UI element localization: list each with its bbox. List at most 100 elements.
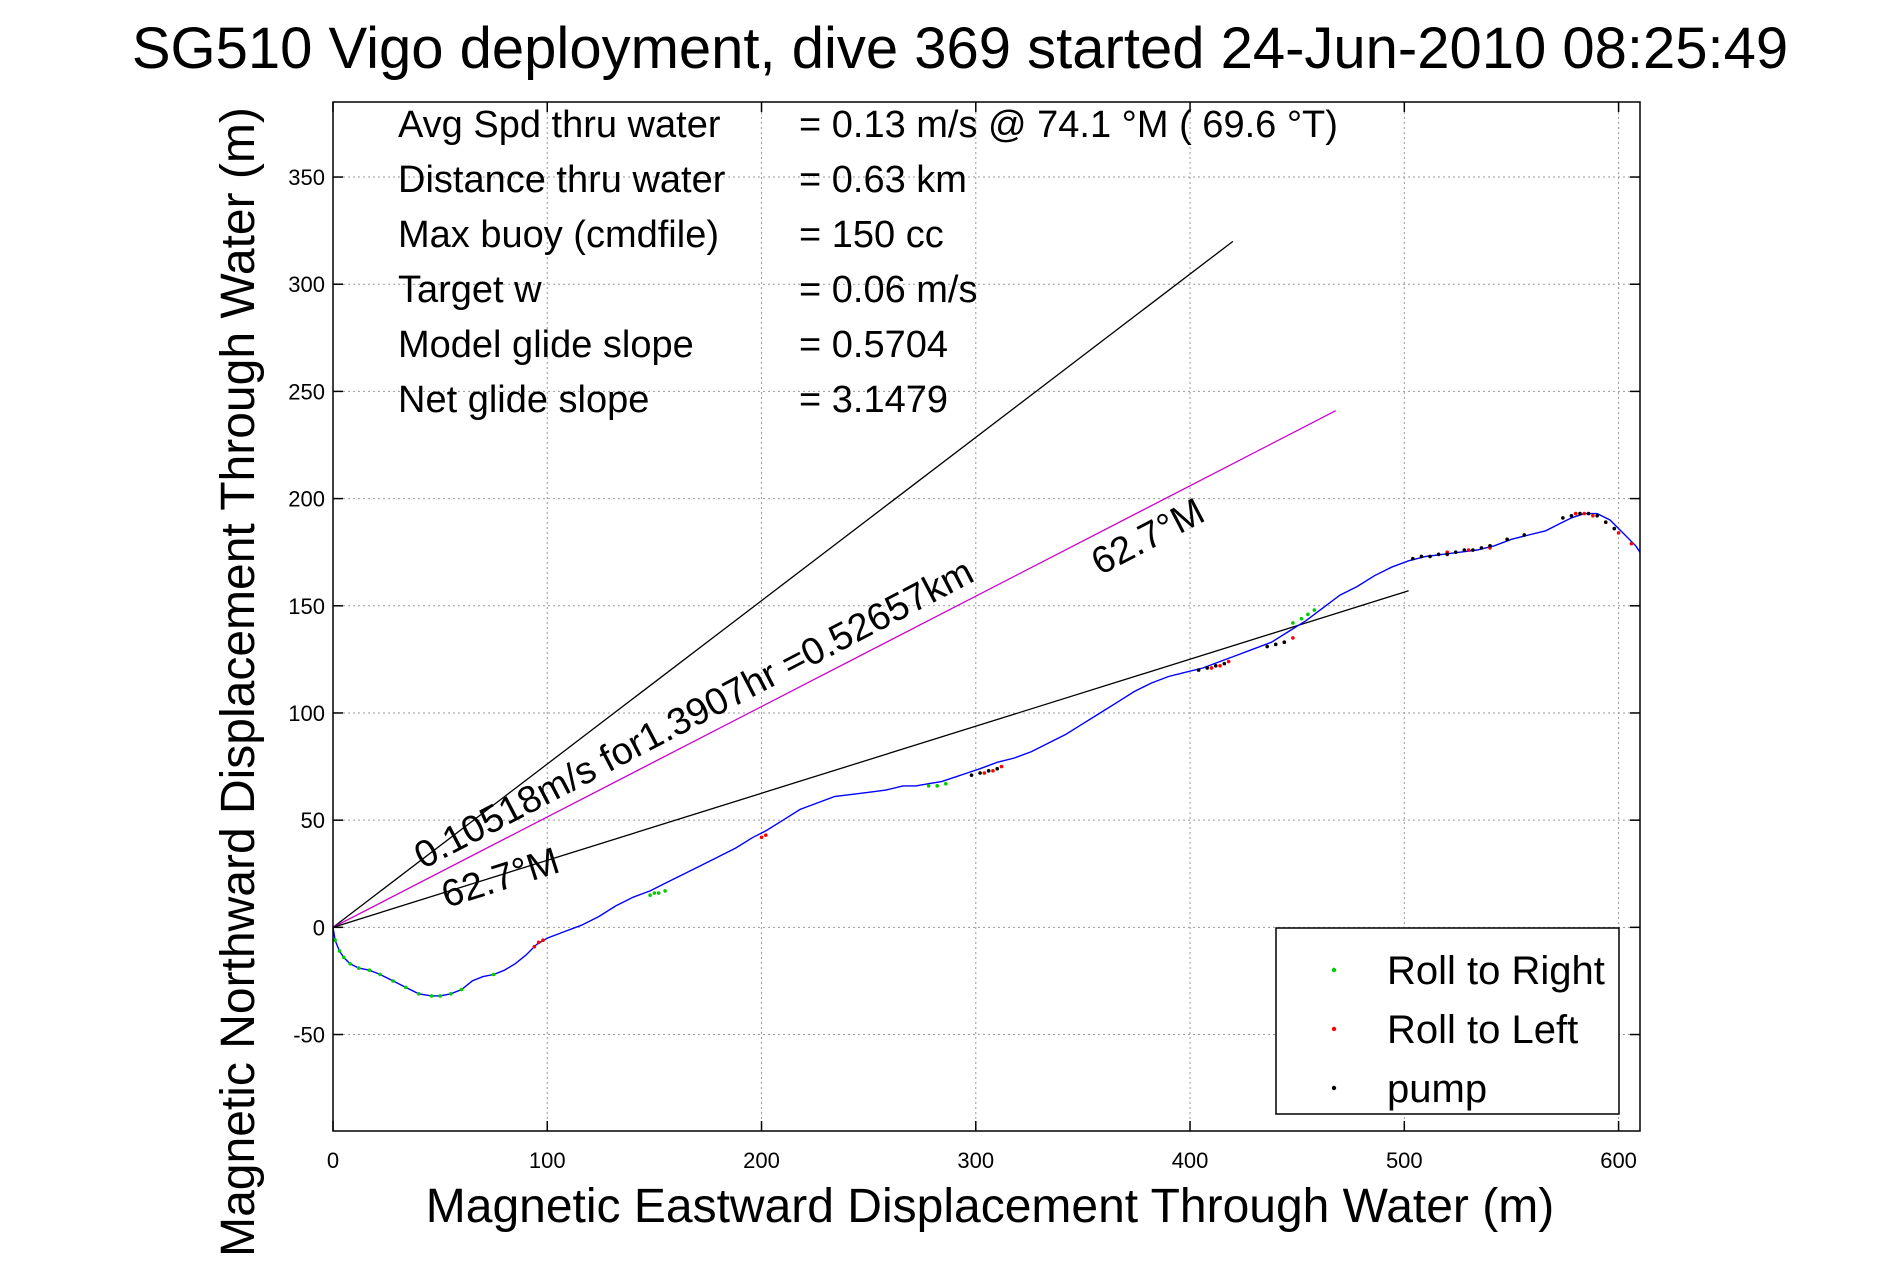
pump-point: [1505, 537, 1509, 542]
roll-to-right-point: [367, 968, 372, 973]
x-tick-label: 400: [1172, 1148, 1209, 1173]
track-line: [332, 512, 1641, 997]
x-tick-label: 300: [957, 1148, 994, 1173]
roll-to-left-point: [1629, 541, 1634, 546]
legend-label: Roll to Right: [1387, 949, 1605, 993]
roll-to-left-point: [982, 771, 987, 775]
y-tick-label: 200: [288, 487, 325, 512]
stat-label: Avg Spd thru water: [398, 104, 721, 146]
roll-to-right-point: [1291, 621, 1295, 625]
legend-marker: [1331, 967, 1337, 973]
y-tick-label: 350: [288, 165, 325, 190]
roll-to-left-point: [1616, 531, 1621, 535]
y-tick-label: 100: [288, 701, 325, 726]
roll-to-right-point: [648, 893, 652, 897]
pump-point: [1479, 546, 1484, 550]
pump-point: [1265, 644, 1269, 649]
reference-line: [332, 410, 1337, 928]
y-tick-label: 150: [288, 594, 325, 619]
roll-to-left-point: [1573, 511, 1578, 516]
stat-value: = 0.5704: [799, 324, 948, 366]
stat-label: Net glide slope: [398, 379, 649, 421]
pump-point: [1436, 552, 1441, 557]
marker-series: [333, 511, 1634, 998]
pump-point: [1205, 666, 1209, 670]
y-axis-label: Magnetic Northward Displacement Through …: [212, 107, 265, 1257]
pump-point: [978, 771, 982, 775]
pump-point: [1196, 668, 1201, 672]
pump-point: [1603, 520, 1608, 524]
roll-to-right-point: [333, 938, 337, 943]
stats-block: Avg Spd thru water = 0.13 m/s @ 74.1 °M (…: [398, 104, 1338, 421]
track-series: [332, 512, 1641, 997]
pump-point: [1586, 511, 1591, 516]
pump-point: [1522, 533, 1527, 537]
roll-to-right-point: [378, 972, 382, 977]
roll-to-right-point: [449, 992, 453, 996]
x-tick-label: 100: [529, 1148, 566, 1173]
pump-point: [1411, 556, 1415, 561]
y-tick-label: 0: [313, 915, 325, 940]
legend-marker: [1331, 1026, 1337, 1032]
stat-label: Target w: [398, 269, 542, 311]
pump-point: [1561, 516, 1565, 520]
roll-to-right-point: [404, 985, 408, 990]
roll-to-right-point: [356, 966, 361, 970]
x-axis-ticks: 0 100 200 300 400 500 600: [327, 102, 1637, 1173]
roll-to-left-point: [536, 940, 541, 945]
stat-label: Max buoy (cmdfile): [398, 214, 719, 256]
roll-to-right-point: [429, 994, 434, 998]
plot-area: 0.10518m/s for1.3907hr =0.52657km62.7°M6…: [332, 101, 1641, 1132]
roll-to-left-point: [1591, 513, 1595, 518]
roll-to-right-point: [459, 987, 464, 992]
roll-to-left-point: [1226, 659, 1231, 664]
reference-lines: [332, 240, 1409, 928]
roll-to-left-point: [1209, 666, 1214, 670]
stat-value: = 3.1479: [799, 379, 948, 421]
pump-point: [1213, 664, 1218, 668]
pump-point: [1419, 554, 1424, 559]
legend-marker: [1331, 1085, 1337, 1091]
roll-to-left-point: [764, 833, 768, 837]
pump-point: [1445, 552, 1449, 557]
roll-to-right-point: [1306, 612, 1310, 617]
pump-point: [1222, 661, 1227, 666]
pump-point: [1612, 526, 1617, 531]
roll-to-left-point: [1291, 636, 1295, 640]
roll-to-left-point: [1582, 511, 1587, 516]
roll-to-left-point: [541, 938, 545, 943]
roll-to-right-point: [416, 992, 421, 996]
roll-to-left-point: [532, 944, 537, 949]
reference-line: [332, 240, 1234, 928]
x-axis-label: Magnetic Eastward Displacement Through W…: [426, 1180, 1554, 1233]
pump-point: [1282, 640, 1287, 645]
pump-point: [1595, 513, 1599, 518]
y-tick-label: 300: [288, 272, 325, 297]
roll-to-right-point: [438, 994, 442, 998]
pump-point: [1273, 642, 1278, 647]
roll-to-right-point: [1299, 616, 1304, 621]
roll-to-right-point: [663, 889, 667, 893]
reference-line: [332, 590, 1409, 928]
roll-to-right-point: [491, 972, 496, 977]
roll-to-right-point: [926, 784, 931, 788]
x-tick-label: 200: [743, 1148, 780, 1173]
pump-point: [1569, 513, 1574, 518]
pump-point: [986, 769, 991, 773]
pump-point: [1428, 554, 1432, 559]
roll-to-right-point: [337, 949, 342, 953]
stat-value: = 0.06 m/s: [799, 269, 977, 311]
pump-point: [1578, 511, 1582, 516]
stat-value: = 0.63 km: [799, 159, 967, 201]
x-tick-label: 600: [1600, 1148, 1637, 1173]
legend-label: Roll to Left: [1387, 1008, 1578, 1052]
roll-to-right-point: [348, 961, 352, 966]
roll-to-right-point: [1312, 608, 1317, 612]
x-tick-label: 0: [327, 1148, 339, 1173]
stat-label: Model glide slope: [398, 324, 694, 366]
pump-point: [1488, 543, 1492, 548]
roll-to-right-point: [341, 955, 346, 960]
chart-title: SG510 Vigo deployment, dive 369 started …: [132, 16, 1788, 81]
stat-value: = 0.13 m/s @ 74.1 °M ( 69.6 °T): [799, 104, 1338, 146]
